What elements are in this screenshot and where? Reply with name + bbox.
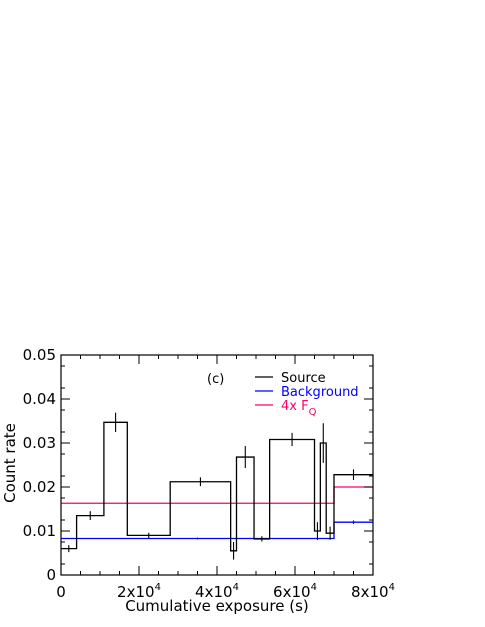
legend-label-4x-f: 4x FQ bbox=[281, 399, 317, 418]
y-tick-label: 0.03 bbox=[23, 434, 56, 452]
x-tick-label: 2x104 bbox=[117, 582, 161, 601]
y-tick-label: 0.05 bbox=[23, 346, 56, 364]
y-tick-label: 0.01 bbox=[23, 522, 56, 540]
y-tick-label: 0.02 bbox=[23, 478, 56, 496]
x-tick-exponent: 4 bbox=[311, 582, 317, 593]
legend-label-source: Source bbox=[281, 371, 326, 386]
plot-area bbox=[61, 412, 373, 560]
legend-label-background: Background bbox=[281, 385, 359, 400]
y-tick-label: 0.04 bbox=[23, 390, 56, 408]
axes: 0 2x104 4x104 6x104 8x104 0 0.01 0.02 0.03 0.04 0.… bbox=[23, 346, 395, 601]
x-tick-label: 6x104 bbox=[273, 582, 317, 601]
y-tick-label: 0 bbox=[46, 566, 56, 584]
x-tick-exponent: 4 bbox=[155, 582, 161, 593]
x-tick-label: 8x104 bbox=[351, 582, 395, 601]
source-series-line bbox=[61, 421, 373, 552]
legend-subscript: Q bbox=[309, 407, 317, 418]
x-tick-label: 0 bbox=[56, 583, 66, 601]
x-axis-label: Cumulative exposure (s) bbox=[125, 597, 309, 615]
x-tick-label: 4x104 bbox=[195, 582, 239, 601]
y-axis-label: Count rate bbox=[1, 423, 19, 503]
x-tick-exponent: 4 bbox=[233, 582, 239, 593]
x-tick-exponent: 4 bbox=[389, 582, 395, 593]
panel-label: (c) bbox=[207, 372, 224, 387]
